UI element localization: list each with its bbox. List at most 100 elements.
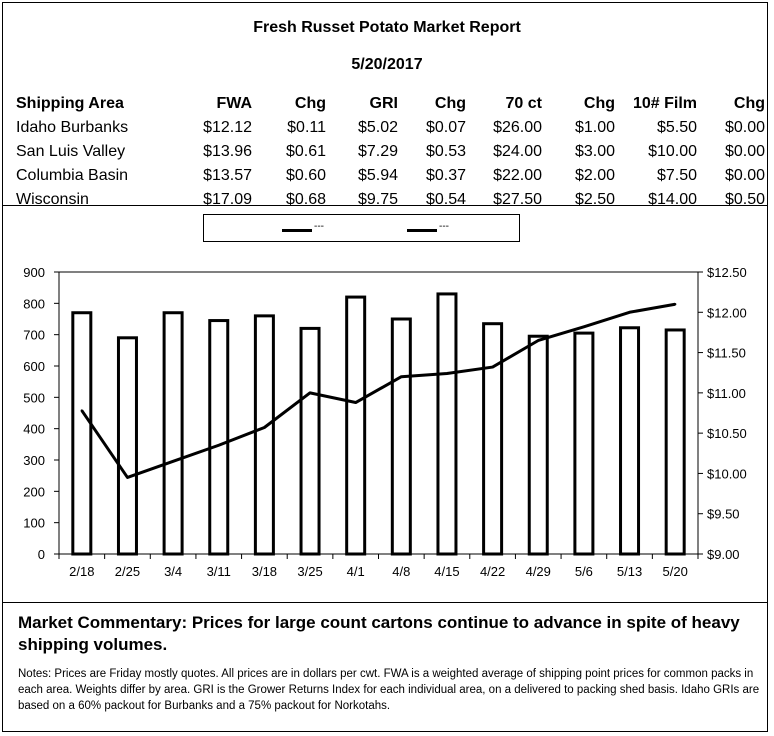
x-axis-tick-label: 3/25 [297, 564, 322, 579]
combo-chart: 0 100 200 300 400 500 600 700 800 900 $9.00 $9.50 $1… [23, 265, 747, 579]
bar [71, 311, 93, 556]
line-point [126, 476, 129, 479]
legend-line-swatch [282, 229, 312, 232]
line-point [80, 409, 84, 412]
left-axis-tick-label: 500 [23, 390, 45, 405]
col-header: Chg [733, 95, 765, 112]
bar [390, 317, 412, 556]
table-cell: $0.50 [724, 191, 765, 208]
table-cell: $1.00 [574, 119, 615, 136]
line-point [582, 325, 586, 328]
x-axis-tick-label: 2/18 [69, 564, 94, 579]
table-cell: $0.61 [285, 143, 326, 160]
bar [345, 295, 367, 556]
legend-line-swatch [407, 229, 437, 232]
table-cell: $0.68 [285, 191, 326, 208]
bar [162, 311, 184, 556]
line-point [171, 460, 175, 463]
x-axis-tick-label: 3/4 [164, 564, 182, 579]
col-header: Chg [583, 95, 615, 112]
line-point [308, 391, 312, 395]
x-axis-tick-label: 4/29 [526, 564, 551, 579]
table-cell: $0.00 [724, 143, 765, 160]
bar [619, 326, 641, 556]
line-point [445, 372, 449, 375]
x-axis-tick-label: 4/15 [434, 564, 459, 579]
table-cell: $14.00 [648, 191, 697, 208]
bar [208, 319, 230, 556]
table-cell: San Luis Valley [16, 143, 126, 160]
line-point [537, 339, 540, 342]
col-header: Chg [434, 95, 466, 112]
report-title: Fresh Russet Potato Market Report [253, 19, 521, 36]
bar [573, 331, 595, 556]
line-point [400, 375, 403, 378]
right-axis-tick-label: $12.50 [707, 265, 747, 280]
bar [253, 314, 275, 556]
x-axis-tick-label: 5/6 [575, 564, 593, 579]
legend-entry: --- [439, 221, 449, 232]
table-row: San Luis Valley $13.96 $0.61 $7.29 $0.53… [16, 140, 765, 164]
table-cell: $0.53 [425, 143, 466, 160]
left-axis-tick-label: 700 [23, 328, 45, 343]
table-row: Idaho Burbanks $12.12 $0.11 $5.02 $0.07 … [16, 116, 765, 140]
x-axis-tick-label: 5/20 [663, 564, 688, 579]
market-commentary: Market Commentary: Prices for large coun… [18, 613, 740, 654]
table-cell: $5.02 [357, 119, 398, 136]
col-header: Shipping Area [16, 95, 124, 112]
right-axis-tick-label: $10.50 [707, 426, 747, 441]
table-cell: $0.37 [425, 167, 466, 184]
table-cell: $13.57 [203, 167, 252, 184]
line-point [628, 311, 631, 314]
chart-legend: --- --- [203, 214, 520, 242]
table-cell: $17.09 [203, 191, 252, 208]
table-cell: $0.00 [724, 167, 765, 184]
left-axis-tick-label: 600 [23, 359, 45, 374]
price-line [80, 302, 676, 479]
col-header: 70 ct [505, 95, 542, 112]
left-axis-tick-label: 0 [38, 547, 45, 562]
col-header: Chg [294, 95, 326, 112]
col-header: 10# Film [632, 95, 697, 112]
line-point [217, 444, 220, 447]
table-cell: $24.00 [493, 143, 542, 160]
line-point [263, 426, 266, 429]
left-axis-tick-label: 400 [23, 422, 45, 437]
table-cell: $2.00 [574, 167, 615, 184]
bar [527, 334, 549, 556]
table-cell: $0.60 [285, 167, 326, 184]
table-cell: $0.54 [425, 191, 466, 208]
line-point [673, 303, 677, 306]
bar [436, 292, 458, 556]
col-header: GRI [369, 95, 398, 112]
x-axis-tick-label: 3/18 [252, 564, 277, 579]
report-notes: Notes: Prices are Friday mostly quotes. … [18, 668, 760, 712]
table-cell: $5.50 [656, 119, 697, 136]
x-axis-tick-label: 4/8 [392, 564, 410, 579]
table-cell: $22.00 [493, 167, 542, 184]
right-axis-tick-label: $9.50 [707, 507, 740, 522]
legend-entry: --- [314, 221, 324, 232]
line-point [491, 365, 494, 369]
price-table-header: Shipping Area FWA Chg GRI Chg 70 ct Chg … [16, 92, 765, 116]
table-cell: $7.50 [656, 167, 697, 184]
table-cell: $27.50 [493, 191, 542, 208]
price-table: Shipping Area FWA Chg GRI Chg 70 ct Chg … [16, 92, 765, 212]
table-cell: $2.50 [574, 191, 615, 208]
table-cell: $0.07 [425, 119, 466, 136]
right-axis-tick-label: $10.00 [707, 466, 747, 481]
chart-area: 0 100 200 300 400 500 600 700 800 900 $9.00 $9.50 $1… [2, 205, 768, 603]
bar [299, 326, 321, 556]
table-cell: $13.96 [203, 143, 252, 160]
x-axis-tick-label: 4/1 [347, 564, 365, 579]
bar [482, 322, 504, 556]
bar [664, 328, 686, 556]
table-cell: $7.29 [357, 143, 398, 160]
right-axis-tick-label: $12.00 [707, 305, 747, 320]
table-cell: $10.00 [648, 143, 697, 160]
right-axis-tick-label: $11.00 [707, 386, 746, 401]
table-cell: $9.75 [357, 191, 398, 208]
left-axis-tick-label: 900 [23, 265, 45, 280]
line-point [354, 401, 357, 404]
bar [116, 336, 138, 556]
